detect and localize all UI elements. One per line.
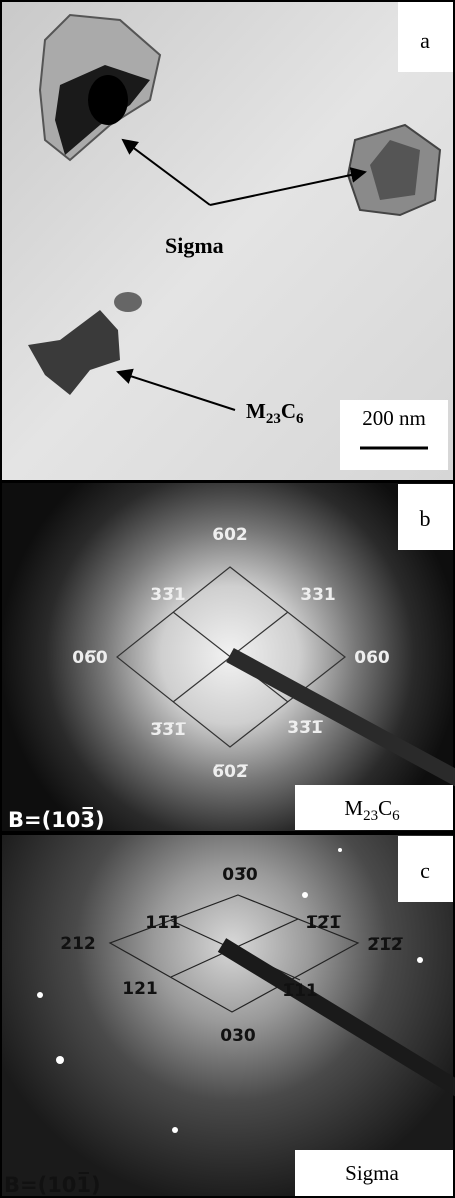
index: 602 [212, 525, 248, 545]
index: 03̅0 [222, 865, 258, 885]
phase-label: Sigma [345, 1161, 399, 1185]
zone-axis: B=(103̅) [8, 807, 105, 832]
panel-c: 03̅0 11̅1 1̅2̅1̅ 212 2̅1̅2̅ 121 1̅11 030… [1, 834, 455, 1197]
index: 030 [220, 1026, 256, 1046]
index: 3̅3̅1̅ [150, 720, 186, 740]
index: 331 [300, 585, 336, 605]
index: 121 [122, 979, 158, 999]
panel-label: b [420, 506, 431, 531]
figure: Sigma M23C6 a 200 nm 602 33̅1 331 06̅0 0… [0, 0, 455, 1198]
diffraction-pattern [1, 834, 454, 1197]
index: 6̅02̅ [212, 762, 248, 782]
index: 33̅1 [150, 585, 186, 605]
index: 2̅1̅2̅ [367, 935, 403, 955]
zone-axis: B=(101̅) [4, 1172, 101, 1197]
panel-label: c [420, 858, 430, 883]
index: 1̅2̅1̅ [305, 913, 341, 933]
particle [114, 292, 142, 312]
index: 212 [60, 934, 96, 954]
index: 33̅1̅ [287, 718, 323, 738]
sigma-label: Sigma [165, 233, 224, 258]
index: 11̅1 [145, 913, 181, 933]
index: 1̅11 [282, 981, 318, 1001]
panel-label: a [420, 28, 430, 53]
scale-bar-label: 200 nm [362, 406, 426, 430]
panel-b: 602 33̅1 331 06̅0 060 3̅3̅1̅ 33̅1̅ 6̅02̅… [1, 482, 455, 832]
panel-a: Sigma M23C6 a 200 nm [1, 1, 454, 481]
index: 060 [354, 648, 390, 668]
index: 06̅0 [72, 648, 108, 668]
particle [88, 75, 128, 125]
